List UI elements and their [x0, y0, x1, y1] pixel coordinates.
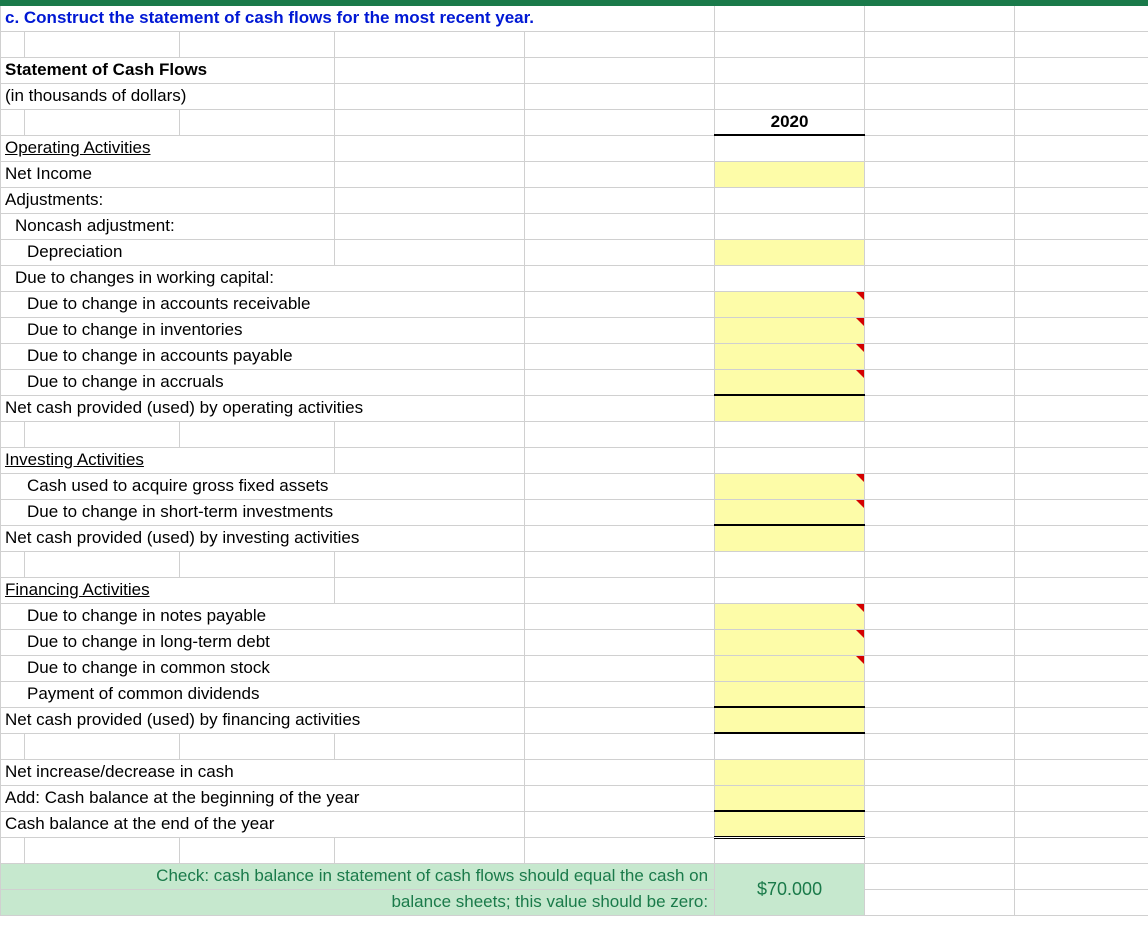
- investing-net-input[interactable]: [715, 525, 865, 551]
- net-income-input[interactable]: [715, 161, 865, 187]
- noncash-label: Noncash adjustment:: [1, 213, 335, 239]
- financing-net-input[interactable]: [715, 707, 865, 733]
- ar-row[interactable]: Due to change in accounts receivable: [1, 291, 1148, 317]
- accruals-row[interactable]: Due to change in accruals: [1, 369, 1148, 395]
- ar-input[interactable]: [715, 291, 865, 317]
- accruals-label: Due to change in accruals: [1, 369, 525, 395]
- begin-cash-row[interactable]: Add: Cash balance at the beginning of th…: [1, 785, 1148, 811]
- financing-header-row[interactable]: Financing Activities: [1, 577, 1148, 603]
- ap-label: Due to change in accounts payable: [1, 343, 525, 369]
- fixed-assets-input[interactable]: [715, 473, 865, 499]
- financing-net-row[interactable]: Net cash provided (used) by financing ac…: [1, 707, 1148, 733]
- year-header: 2020: [715, 109, 865, 135]
- depreciation-row[interactable]: Depreciation: [1, 239, 1148, 265]
- operating-header-row[interactable]: Operating Activities: [1, 135, 1148, 161]
- blank-row[interactable]: [1, 733, 1148, 759]
- net-change-input[interactable]: [715, 759, 865, 785]
- end-cash-label: Cash balance at the end of the year: [1, 811, 525, 837]
- dividends-row[interactable]: Payment of common dividends: [1, 681, 1148, 707]
- blank-row[interactable]: [1, 837, 1148, 863]
- operating-net-row[interactable]: Net cash provided (used) by operating ac…: [1, 395, 1148, 421]
- wc-label: Due to changes in working capital:: [1, 265, 525, 291]
- depreciation-label: Depreciation: [1, 239, 335, 265]
- begin-cash-label: Add: Cash balance at the beginning of th…: [1, 785, 525, 811]
- st-investments-input[interactable]: [715, 499, 865, 525]
- notes-payable-row[interactable]: Due to change in notes payable: [1, 603, 1148, 629]
- check-text-2: balance sheets; this value should be zer…: [1, 889, 715, 915]
- subtitle-row[interactable]: (in thousands of dollars): [1, 83, 1148, 109]
- net-income-row[interactable]: Net Income: [1, 161, 1148, 187]
- net-change-row[interactable]: Net increase/decrease in cash: [1, 759, 1148, 785]
- wc-row[interactable]: Due to changes in working capital:: [1, 265, 1148, 291]
- net-change-label: Net increase/decrease in cash: [1, 759, 525, 785]
- st-investments-label: Due to change in short-term investments: [1, 499, 525, 525]
- accruals-input[interactable]: [715, 369, 865, 395]
- inv-label: Due to change in inventories: [1, 317, 525, 343]
- operating-net-input[interactable]: [715, 395, 865, 421]
- investing-header-row[interactable]: Investing Activities: [1, 447, 1148, 473]
- year-row[interactable]: 2020: [1, 109, 1148, 135]
- common-stock-label: Due to change in common stock: [1, 655, 525, 681]
- depreciation-input[interactable]: [715, 239, 865, 265]
- page-title: Statement of Cash Flows: [1, 57, 335, 83]
- notes-payable-label: Due to change in notes payable: [1, 603, 525, 629]
- fixed-assets-row[interactable]: Cash used to acquire gross fixed assets: [1, 473, 1148, 499]
- prompt-row[interactable]: c. Construct the statement of cash flows…: [1, 5, 1148, 31]
- inv-row[interactable]: Due to change in inventories: [1, 317, 1148, 343]
- cashflow-table: c. Construct the statement of cash flows…: [0, 4, 1148, 916]
- noncash-row[interactable]: Noncash adjustment:: [1, 213, 1148, 239]
- ar-label: Due to change in accounts receivable: [1, 291, 525, 317]
- end-cash-input[interactable]: [715, 811, 865, 837]
- notes-payable-input[interactable]: [715, 603, 865, 629]
- inv-input[interactable]: [715, 317, 865, 343]
- net-income-label: Net Income: [1, 161, 335, 187]
- common-stock-input[interactable]: [715, 655, 865, 681]
- st-investments-row[interactable]: Due to change in short-term investments: [1, 499, 1148, 525]
- lt-debt-row[interactable]: Due to change in long-term debt: [1, 629, 1148, 655]
- financing-net-label: Net cash provided (used) by financing ac…: [1, 707, 525, 733]
- financing-header: Financing Activities: [1, 577, 335, 603]
- blank-row[interactable]: [1, 421, 1148, 447]
- investing-net-label: Net cash provided (used) by investing ac…: [1, 525, 525, 551]
- lt-debt-label: Due to change in long-term debt: [1, 629, 525, 655]
- subtitle: (in thousands of dollars): [1, 83, 335, 109]
- adjustments-label: Adjustments:: [1, 187, 335, 213]
- check-text-1: Check: cash balance in statement of cash…: [1, 863, 715, 889]
- adjustments-row[interactable]: Adjustments:: [1, 187, 1148, 213]
- fixed-assets-label: Cash used to acquire gross fixed assets: [1, 473, 525, 499]
- common-stock-row[interactable]: Due to change in common stock: [1, 655, 1148, 681]
- title-row[interactable]: Statement of Cash Flows: [1, 57, 1148, 83]
- prompt-text: c. Construct the statement of cash flows…: [1, 5, 715, 31]
- lt-debt-input[interactable]: [715, 629, 865, 655]
- check-row-2[interactable]: balance sheets; this value should be zer…: [1, 889, 1148, 915]
- spreadsheet-grid: c. Construct the statement of cash flows…: [0, 0, 1148, 916]
- operating-net-label: Net cash provided (used) by operating ac…: [1, 395, 525, 421]
- dividends-input[interactable]: [715, 681, 865, 707]
- investing-header: Investing Activities: [1, 447, 335, 473]
- begin-cash-input[interactable]: [715, 785, 865, 811]
- check-value: $70.000: [715, 863, 865, 915]
- ap-input[interactable]: [715, 343, 865, 369]
- check-row-1[interactable]: Check: cash balance in statement of cash…: [1, 863, 1148, 889]
- blank-row[interactable]: [1, 551, 1148, 577]
- ap-row[interactable]: Due to change in accounts payable: [1, 343, 1148, 369]
- investing-net-row[interactable]: Net cash provided (used) by investing ac…: [1, 525, 1148, 551]
- blank-row[interactable]: [1, 31, 1148, 57]
- dividends-label: Payment of common dividends: [1, 681, 525, 707]
- operating-header: Operating Activities: [1, 135, 335, 161]
- end-cash-row[interactable]: Cash balance at the end of the year: [1, 811, 1148, 837]
